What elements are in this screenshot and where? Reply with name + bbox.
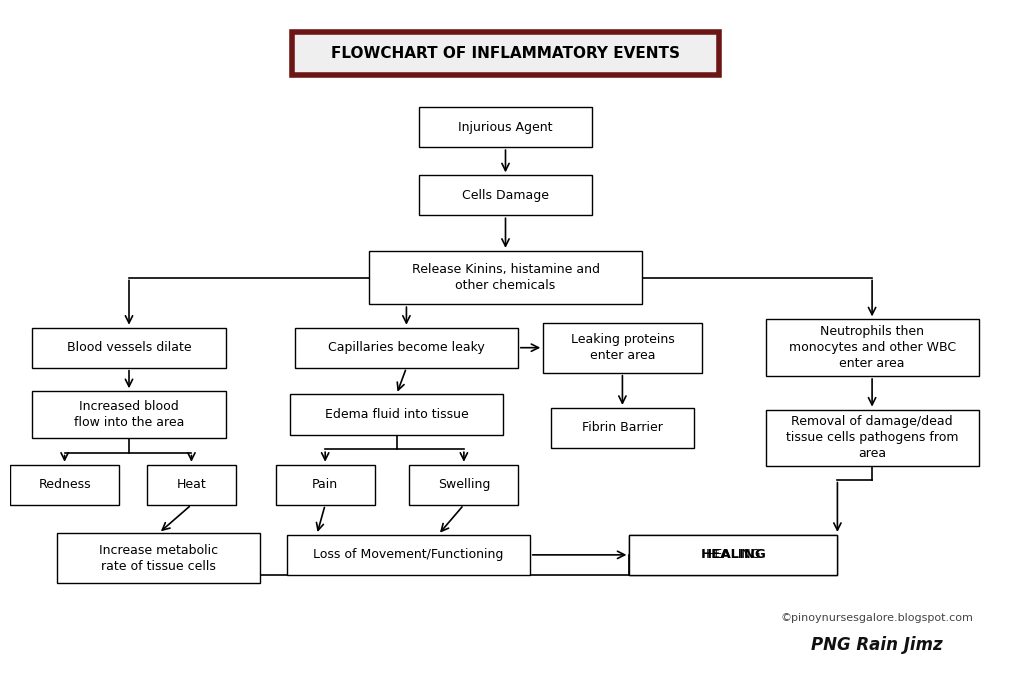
Text: HEALING: HEALING — [701, 548, 766, 561]
Text: Heat: Heat — [177, 478, 206, 491]
Text: ©pinoynursesgalore.blogspot.com: ©pinoynursesgalore.blogspot.com — [780, 613, 974, 623]
FancyBboxPatch shape — [419, 107, 592, 147]
Text: Fibrin Barrier: Fibrin Barrier — [582, 421, 663, 434]
Text: Blood vessels dilate: Blood vessels dilate — [67, 341, 191, 354]
FancyBboxPatch shape — [290, 394, 503, 434]
Text: Increased blood
flow into the area: Increased blood flow into the area — [74, 400, 184, 429]
FancyBboxPatch shape — [629, 535, 837, 575]
FancyBboxPatch shape — [369, 251, 642, 304]
Text: Pain: Pain — [312, 478, 339, 491]
FancyBboxPatch shape — [543, 323, 702, 373]
FancyBboxPatch shape — [765, 319, 979, 376]
FancyBboxPatch shape — [147, 464, 236, 505]
Text: Neutrophils then
monocytes and other WBC
enter area: Neutrophils then monocytes and other WBC… — [789, 325, 955, 370]
FancyBboxPatch shape — [276, 464, 375, 505]
FancyBboxPatch shape — [409, 464, 519, 505]
Text: Capillaries become leaky: Capillaries become leaky — [328, 341, 485, 354]
FancyBboxPatch shape — [10, 464, 119, 505]
Text: PNG Rain Jimz: PNG Rain Jimz — [811, 636, 943, 654]
Text: Loss of Movement/Functioning: Loss of Movement/Functioning — [313, 548, 503, 561]
Text: Edema fluid into tissue: Edema fluid into tissue — [325, 408, 468, 421]
Text: Increase metabolic
rate of tissue cells: Increase metabolic rate of tissue cells — [99, 544, 218, 573]
Text: HEALING: HEALING — [706, 548, 761, 561]
Text: Redness: Redness — [38, 478, 91, 491]
FancyBboxPatch shape — [551, 408, 695, 448]
Text: Cells Damage: Cells Damage — [462, 189, 549, 202]
FancyBboxPatch shape — [295, 327, 518, 368]
FancyBboxPatch shape — [32, 391, 225, 438]
Text: Swelling: Swelling — [438, 478, 490, 491]
FancyBboxPatch shape — [58, 533, 260, 583]
FancyBboxPatch shape — [292, 32, 719, 75]
Text: Removal of damage/dead
tissue cells pathogens from
area: Removal of damage/dead tissue cells path… — [786, 415, 958, 460]
FancyBboxPatch shape — [629, 535, 837, 575]
FancyBboxPatch shape — [32, 327, 225, 368]
Text: Leaking proteins
enter area: Leaking proteins enter area — [570, 333, 674, 362]
Text: Release Kinins, histamine and
other chemicals: Release Kinins, histamine and other chem… — [411, 263, 600, 292]
FancyBboxPatch shape — [287, 535, 530, 575]
Text: FLOWCHART OF INFLAMMATORY EVENTS: FLOWCHART OF INFLAMMATORY EVENTS — [331, 46, 680, 61]
FancyBboxPatch shape — [419, 175, 592, 216]
FancyBboxPatch shape — [765, 409, 979, 466]
Text: Injurious Agent: Injurious Agent — [458, 121, 553, 134]
